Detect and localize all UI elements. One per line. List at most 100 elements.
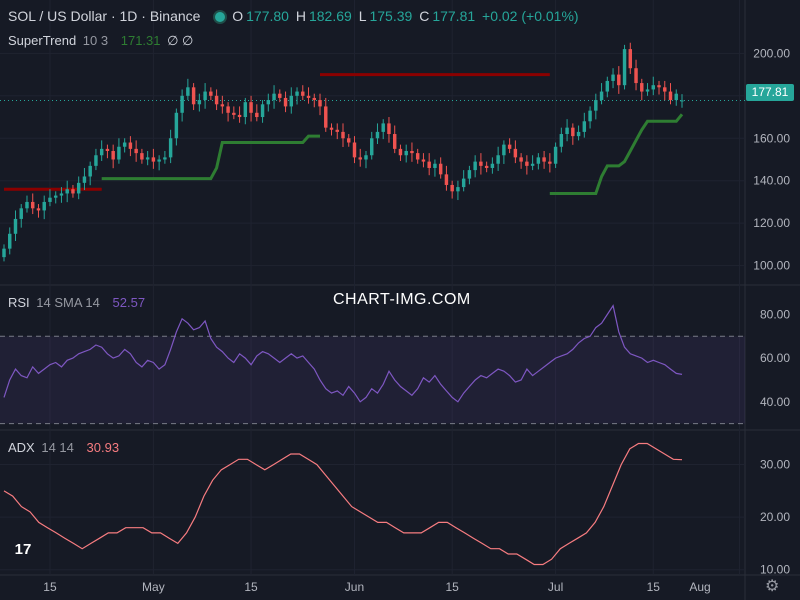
candle <box>48 197 52 202</box>
candle <box>456 187 460 192</box>
adx-line <box>3 442 683 566</box>
candle <box>663 87 667 92</box>
candle <box>2 248 6 258</box>
candle <box>588 110 592 122</box>
x-tick-label: Jul <box>548 580 563 594</box>
candle <box>479 161 483 166</box>
watermark: CHART-IMG.COM <box>333 291 471 308</box>
candle <box>163 157 167 160</box>
candle <box>680 100 684 102</box>
candle <box>65 189 69 194</box>
x-tick-label: Jun <box>345 580 364 594</box>
rsi-band <box>0 335 745 425</box>
candle <box>266 100 271 105</box>
adx-tick-label: 10.00 <box>760 563 790 577</box>
candle <box>134 148 138 154</box>
price-tick-label: 120.00 <box>753 216 790 230</box>
symbol-title: SOL / US Dollar · 1D · Binance <box>8 8 201 24</box>
candle <box>410 151 414 154</box>
candle <box>640 83 644 92</box>
adx-legend[interactable]: ADX 14 14 30.93 <box>8 440 120 455</box>
candle <box>318 100 322 107</box>
candle <box>168 138 173 158</box>
candle <box>352 142 357 158</box>
candle <box>36 208 41 211</box>
candle <box>306 95 311 98</box>
candle <box>249 102 253 113</box>
candle <box>525 161 529 166</box>
candle <box>232 112 236 115</box>
candle <box>559 134 564 147</box>
candle <box>260 104 265 118</box>
candle <box>657 85 661 88</box>
candle <box>415 153 420 160</box>
candle <box>651 85 655 90</box>
candle <box>145 157 150 160</box>
candle <box>519 157 523 162</box>
candle <box>617 74 621 86</box>
candle <box>122 142 127 147</box>
rsi-band-fill <box>0 336 745 424</box>
candle <box>628 49 633 69</box>
adx-tick-label: 20.00 <box>760 510 790 524</box>
candle <box>433 163 437 168</box>
candle <box>180 95 184 113</box>
candle <box>611 74 615 81</box>
supertrend-segment <box>101 134 320 181</box>
candle <box>473 161 477 171</box>
gear-icon[interactable]: ⚙ <box>765 578 780 595</box>
high-value: 182.69 <box>308 8 352 24</box>
candle <box>490 163 495 168</box>
candle <box>484 165 489 168</box>
open-value: 177.80 <box>246 8 289 24</box>
chart-header: SOL / US Dollar · 1D · Binance O 177.80 H… <box>8 8 579 24</box>
candle <box>622 49 627 86</box>
candle <box>111 151 115 160</box>
market-status-icon <box>215 12 226 22</box>
candle <box>364 155 368 160</box>
supertrend-legend[interactable]: SuperTrend 10 3 171.31 ∅ ∅ <box>8 33 194 48</box>
candle <box>513 148 518 158</box>
candle <box>140 153 144 160</box>
candle <box>88 165 92 177</box>
candle <box>381 123 385 132</box>
candle <box>19 208 23 219</box>
candle <box>25 201 29 209</box>
candle <box>502 144 506 156</box>
visibility-icon[interactable]: ∅ ∅ <box>167 33 194 48</box>
candle <box>82 176 87 183</box>
candle <box>151 157 156 162</box>
candle <box>634 68 638 84</box>
rsi-tick-label: 60.00 <box>760 351 790 365</box>
candle <box>99 148 104 156</box>
candle <box>295 91 299 96</box>
candle <box>203 91 207 101</box>
candle <box>209 91 213 96</box>
candle <box>186 87 190 96</box>
candle <box>398 148 403 156</box>
rsi-legend[interactable]: RSI 14 SMA 14 52.57 <box>8 295 146 310</box>
candle <box>668 91 673 101</box>
candle <box>450 184 454 192</box>
candle <box>536 157 541 164</box>
candle <box>312 97 316 101</box>
candle <box>237 114 242 118</box>
price-tick-label: 160.00 <box>753 131 790 145</box>
candle <box>605 80 610 92</box>
x-tick-label: 15 <box>445 580 459 594</box>
candle <box>157 159 161 162</box>
candle <box>226 106 230 113</box>
candle <box>421 159 426 162</box>
candle <box>571 127 575 137</box>
tradingview-logo-icon[interactable]: 17 <box>14 541 32 558</box>
rsi-line <box>3 304 683 403</box>
low-value: 175.39 <box>369 8 413 24</box>
supertrend-line <box>4 73 684 195</box>
candle <box>329 127 334 130</box>
candle <box>548 161 552 164</box>
candle <box>31 201 35 209</box>
candle <box>197 100 202 105</box>
adx-series <box>3 442 683 566</box>
